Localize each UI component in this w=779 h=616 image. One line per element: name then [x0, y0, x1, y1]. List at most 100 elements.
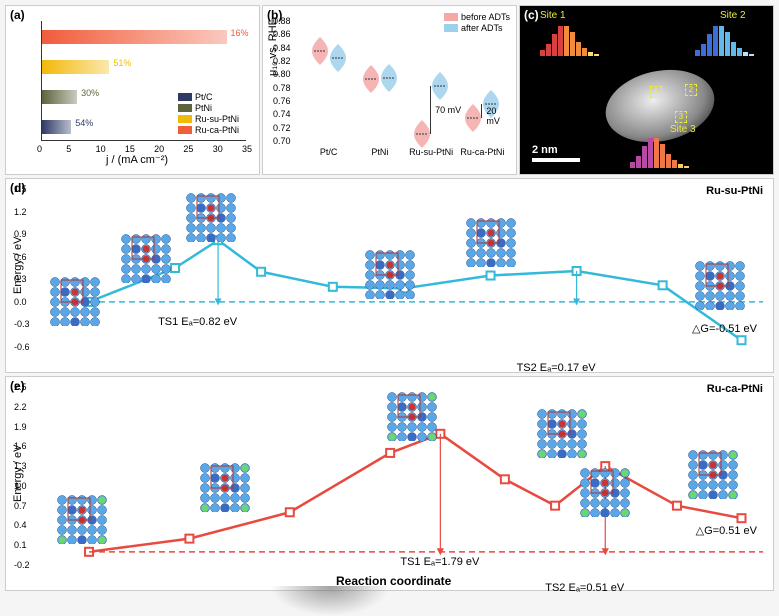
legend-text: Pt/C: [195, 92, 213, 102]
y-tick: 0.76: [273, 96, 291, 106]
y-tick: -0.3: [14, 319, 30, 329]
panel-b-plot: 0.700.720.740.760.780.800.820.840.860.88…: [303, 21, 508, 141]
legend-item: before ADTs: [444, 12, 510, 22]
panel-d: (d) Energy / eV Ru-su-PtNi -0.6-0.30.00.…: [5, 178, 774, 373]
violin: [463, 104, 483, 132]
site-marker-1: 1: [650, 86, 662, 98]
histo-bar: [701, 44, 706, 56]
panel-b-legend: before ADTsafter ADTs: [444, 12, 510, 34]
histo-bar: [540, 50, 545, 56]
histo-bar: [684, 166, 689, 168]
panel-a-label: (a): [10, 8, 25, 22]
panel-b: (b) μ₁₀ vs. RHE 0.700.720.740.760.780.80…: [262, 5, 517, 175]
histo-bar: [582, 48, 587, 56]
bar-pct: 30%: [81, 88, 99, 98]
x-tick: Pt/C: [305, 147, 353, 157]
histo-bar: [594, 54, 599, 56]
legend-swatch: [178, 115, 192, 123]
y-tick: 0.78: [273, 83, 291, 93]
site-histogram: [695, 24, 755, 56]
delta-label: 70 mV: [435, 105, 461, 115]
lattice-structure: [694, 260, 746, 310]
y-tick: 0.3: [14, 274, 27, 284]
bar-PtNi: [42, 90, 77, 104]
lattice-structure: [364, 249, 416, 299]
bar-Pt/C: [42, 120, 71, 134]
histo-bar: [666, 154, 671, 168]
x-tick: 10: [96, 144, 106, 154]
y-tick: 0.84: [273, 43, 291, 53]
violin: [328, 44, 348, 72]
y-tick: 0.74: [273, 109, 291, 119]
histo-bar: [725, 32, 730, 56]
scalebar-text: 2 nm: [532, 144, 558, 156]
y-tick: 1.5: [14, 184, 27, 194]
lattice-structure: [687, 449, 739, 499]
lattice-structure: [386, 391, 438, 441]
delta-arrow: [481, 104, 482, 118]
legend-swatch: [444, 13, 458, 21]
y-tick: 0.82: [273, 56, 291, 66]
histo-bar: [660, 144, 665, 168]
lattice-structure: [56, 494, 108, 544]
histo-bar: [552, 34, 557, 56]
histo-bar: [558, 26, 563, 56]
ts-label: TS2 Eₐ=0.51 eV: [545, 582, 624, 594]
violin: [379, 64, 399, 92]
violin: [310, 37, 330, 65]
histo-bar: [642, 146, 647, 168]
lattice-structure: [185, 192, 237, 242]
lattice-structure: [49, 276, 101, 326]
x-tick: Ru-su-PtNi: [407, 147, 455, 157]
histo-bar: [588, 52, 593, 56]
dg-label: △G=-0.51 eV: [692, 322, 757, 335]
histo-bar: [749, 54, 754, 56]
histo-bar: [731, 42, 736, 56]
legend-swatch: [178, 126, 192, 134]
x-tick: PtNi: [356, 147, 404, 157]
bar-Ru-ca-PtNi: [42, 30, 227, 44]
y-tick: 1.0: [14, 481, 27, 491]
histo-bar: [564, 26, 569, 56]
panel-e-plot: -0.20.10.40.71.01.31.61.92.22.5TS1 Eₐ=1.…: [46, 387, 763, 565]
y-tick: 0.0: [14, 297, 27, 307]
histo-bar: [678, 164, 683, 168]
legend-text: before ADTs: [461, 12, 510, 22]
histo-bar: [648, 138, 653, 168]
histo-bar: [630, 162, 635, 168]
scalebar: [532, 158, 580, 162]
y-tick: 0.1: [14, 540, 27, 550]
y-tick: 0.72: [273, 123, 291, 133]
histo-bar: [719, 26, 724, 56]
y-tick: 2.5: [14, 382, 27, 392]
dg-label: △G=0.51 eV: [696, 524, 757, 537]
site-marker-3: 3: [675, 111, 687, 123]
bar-pct: 51%: [113, 58, 131, 68]
y-tick: 0.9: [14, 229, 27, 239]
lattice-structure: [536, 408, 588, 458]
histo-bar: [707, 34, 712, 56]
histo-bar: [570, 32, 575, 56]
lattice-structure: [579, 467, 631, 517]
histo-bar: [576, 42, 581, 56]
legend-item: Pt/C: [178, 92, 239, 102]
delta-label: 20 mV: [486, 106, 508, 126]
bar-pct: 54%: [75, 118, 93, 128]
y-tick: 1.9: [14, 422, 27, 432]
site-label: Site 1: [540, 10, 566, 21]
y-tick: 2.2: [14, 402, 27, 412]
legend-item: Ru-su-PtNi: [178, 114, 239, 124]
site-label: Site 2: [720, 10, 746, 21]
delta-arrow: [430, 86, 431, 134]
violin: [430, 72, 450, 100]
histo-bar: [654, 138, 659, 168]
x-tick: 30: [213, 144, 223, 154]
lattice-structure: [199, 462, 251, 512]
y-tick: 1.6: [14, 441, 27, 451]
bar-Ru-su-PtNi: [42, 60, 109, 74]
histo-bar: [695, 50, 700, 56]
panel-d-ylabel: Energy / eV: [12, 237, 24, 294]
x-tick: Ru-ca-PtNi: [458, 147, 506, 157]
histo-bar: [713, 26, 718, 56]
y-tick: 0.80: [273, 69, 291, 79]
